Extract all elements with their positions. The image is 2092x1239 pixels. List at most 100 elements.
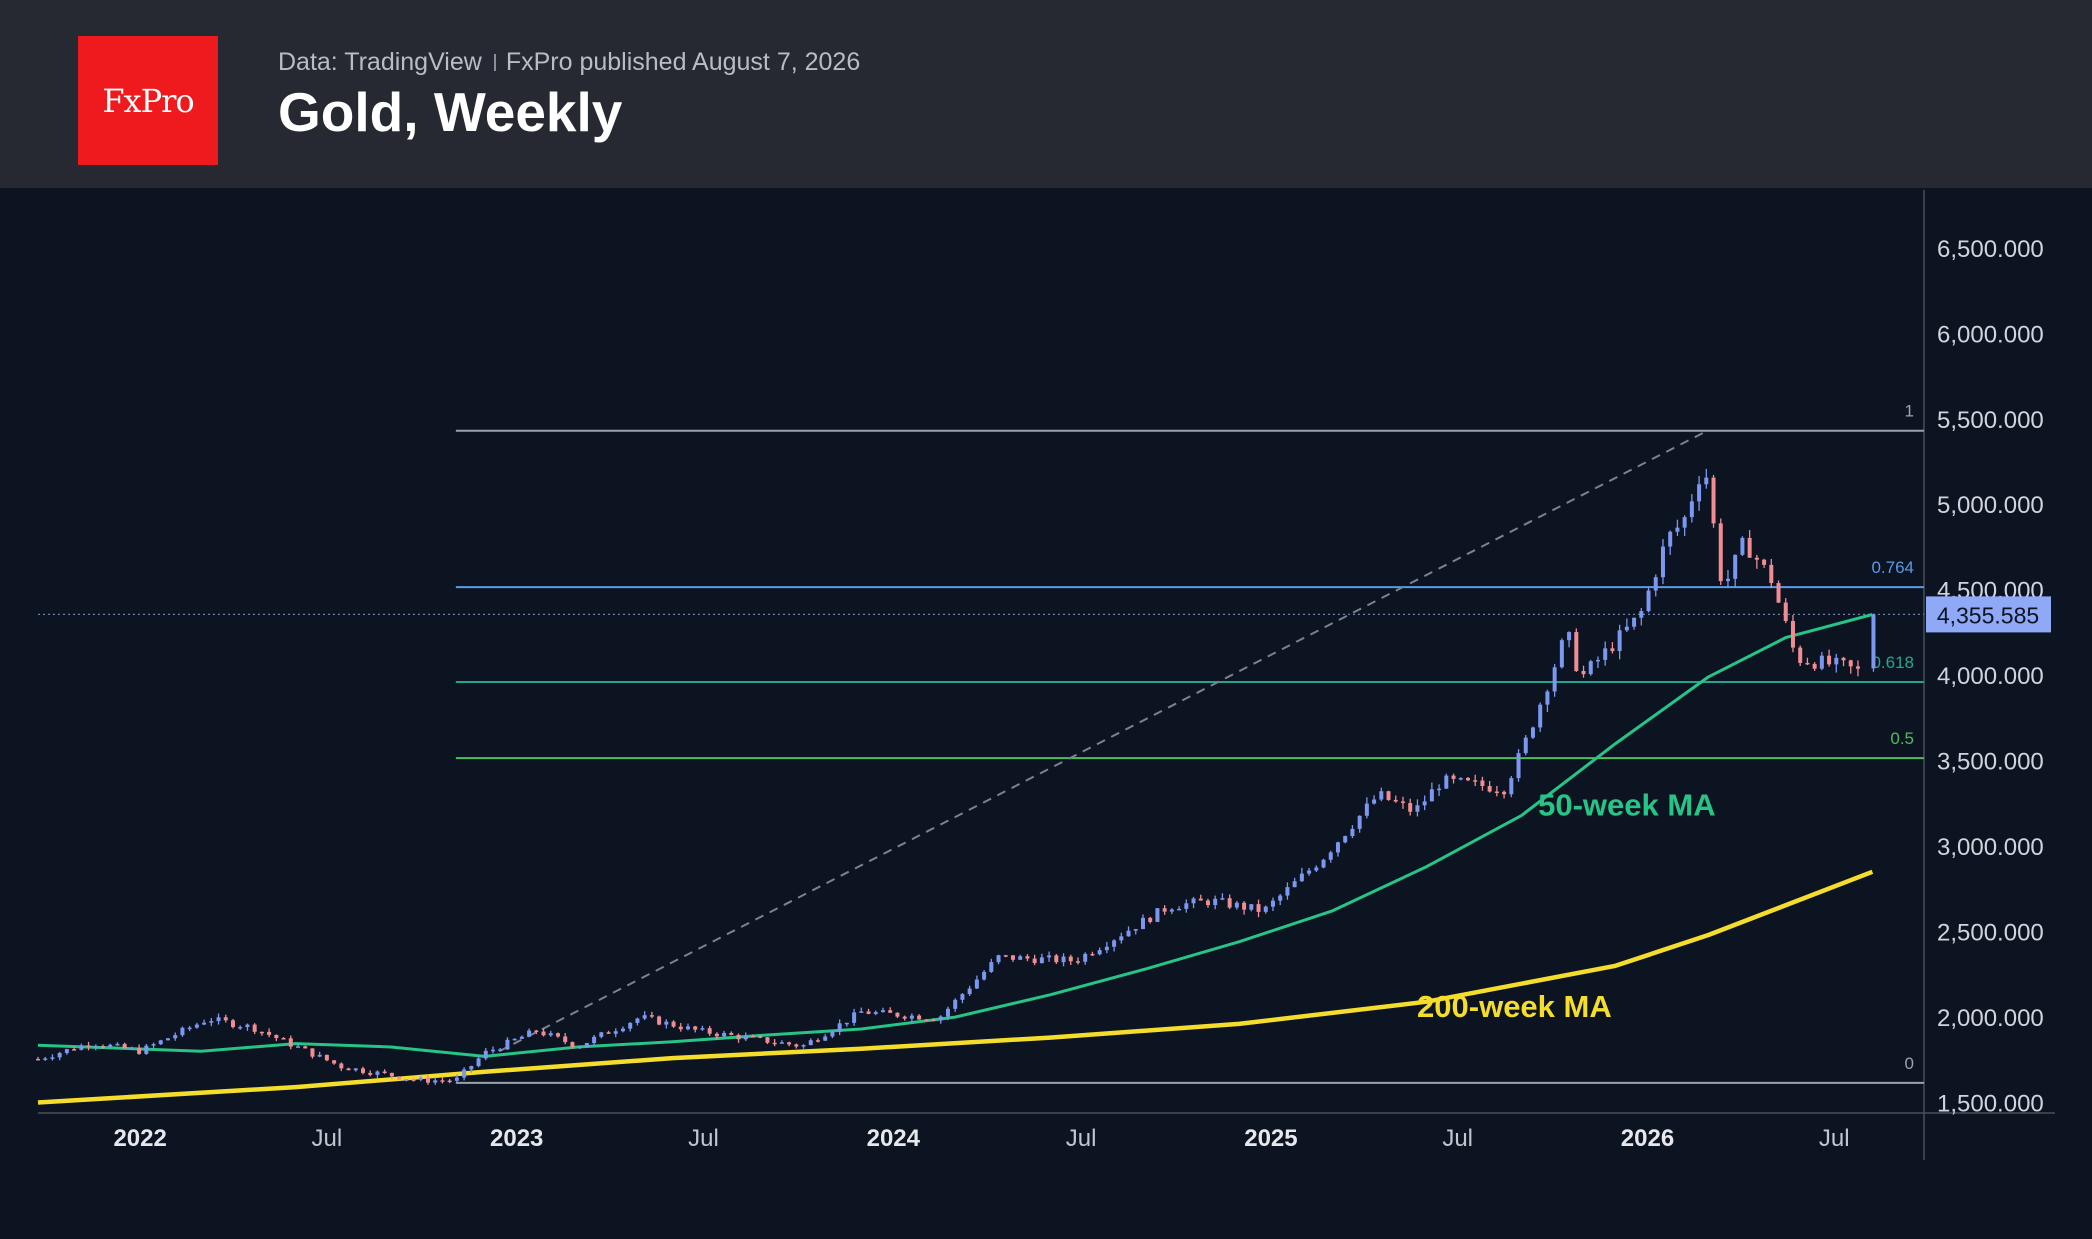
candle-body[interactable] [382,1071,387,1074]
candle-body[interactable] [527,1030,532,1037]
candle-body[interactable] [1682,517,1687,528]
candle-body[interactable] [187,1027,192,1030]
candle-body[interactable] [808,1040,813,1046]
candle-body[interactable] [758,1036,763,1038]
candle-body[interactable] [1184,903,1189,909]
candle-body[interactable] [1422,801,1427,806]
candle-body[interactable] [202,1022,207,1025]
candle-body[interactable] [1075,961,1080,963]
candle-body[interactable] [1169,909,1174,912]
candle-body[interactable] [1617,630,1622,652]
candle-body[interactable] [1415,805,1420,812]
candle-body[interactable] [830,1031,835,1037]
candle-body[interactable] [346,1068,351,1071]
candle-body[interactable] [1646,590,1651,612]
candle-body[interactable] [267,1031,272,1035]
candle-body[interactable] [750,1036,755,1038]
candle-body[interactable] [122,1043,127,1049]
candle-body[interactable] [844,1022,849,1025]
candle-body[interactable] [324,1054,329,1061]
candle-body[interactable] [1400,801,1405,804]
candle-body[interactable] [1234,902,1239,908]
candle-body[interactable] [1458,777,1463,780]
candle-body[interactable] [462,1069,467,1078]
candle-body[interactable] [1855,666,1860,669]
candle-body[interactable] [1119,936,1124,941]
candle-body[interactable] [563,1036,568,1043]
candle-body[interactable] [1372,799,1377,804]
candle-body[interactable] [657,1016,662,1025]
candle-body[interactable] [974,979,979,989]
candle-body[interactable] [1798,647,1803,663]
candle-body[interactable] [794,1044,799,1047]
candle-body[interactable] [953,999,958,1009]
candle-body[interactable] [389,1072,394,1077]
candle-body[interactable] [1668,531,1673,547]
candle-body[interactable] [1653,577,1658,591]
candle-body[interactable] [729,1032,734,1035]
candle-body[interactable] [1437,788,1442,791]
candle-body[interactable] [1126,930,1131,937]
candle-body[interactable] [924,1019,929,1021]
candle-body[interactable] [1278,895,1283,901]
candle-body[interactable] [274,1034,279,1039]
candle-body[interactable] [628,1022,633,1029]
candle-body[interactable] [1299,873,1304,882]
candle-body[interactable] [1711,477,1716,524]
candle-body[interactable] [592,1036,597,1044]
candle-body[interactable] [115,1043,120,1046]
candle-body[interactable] [1032,958,1037,964]
candle-body[interactable] [368,1072,373,1075]
candle-body[interactable] [1039,957,1044,964]
candle-body[interactable] [693,1026,698,1030]
candle-body[interactable] [447,1080,452,1083]
candle-body[interactable] [815,1040,820,1042]
candle-body[interactable] [310,1048,315,1057]
candle-body[interactable] [989,962,994,972]
candle-body[interactable] [1480,780,1485,787]
candle-body[interactable] [1610,648,1615,652]
candle-body[interactable] [1227,898,1232,908]
candle-body[interactable] [1841,657,1846,661]
candle-body[interactable] [1133,929,1138,931]
candle-body[interactable] [1177,908,1182,911]
candle-body[interactable] [1112,940,1117,947]
candle-body[interactable] [238,1027,243,1029]
candle-body[interactable] [433,1080,438,1083]
candle-body[interactable] [1704,477,1709,485]
candle-body[interactable] [1718,523,1723,582]
candle-body[interactable] [1249,904,1254,910]
candle-body[interactable] [678,1026,683,1030]
candle-body[interactable] [1624,626,1629,631]
candle-body[interactable] [404,1079,409,1081]
candle-body[interactable] [1834,657,1839,665]
candle-body[interactable] [505,1039,510,1050]
candle-body[interactable] [902,1016,907,1019]
candle-body[interactable] [440,1080,445,1082]
candle-body[interactable] [1097,950,1102,955]
candle-body[interactable] [469,1066,474,1070]
candle-body[interactable] [1285,887,1290,896]
candle-body[interactable] [129,1047,134,1050]
candle-body[interactable] [36,1058,40,1061]
candle-body[interactable] [1321,859,1326,868]
candle-body[interactable] [917,1015,922,1020]
candle-body[interactable] [982,971,987,980]
candle-body[interactable] [577,1046,582,1049]
candle-body[interactable] [1567,632,1572,641]
candle-body[interactable] [873,1012,878,1014]
candle-body[interactable] [1263,906,1268,912]
candle-body[interactable] [1552,667,1557,692]
candle-body[interactable] [1762,559,1767,565]
candle-body[interactable] [714,1033,719,1037]
candle-body[interactable] [1307,870,1312,874]
candle-body[interactable] [866,1011,871,1014]
candle-body[interactable] [498,1049,503,1051]
candle-body[interactable] [1270,900,1275,907]
candle-body[interactable] [967,988,972,995]
candle-body[interactable] [779,1042,784,1044]
candle-body[interactable] [411,1079,416,1081]
candle-body[interactable] [1603,648,1608,660]
candle-body[interactable] [772,1042,777,1045]
candle-body[interactable] [1790,621,1795,648]
